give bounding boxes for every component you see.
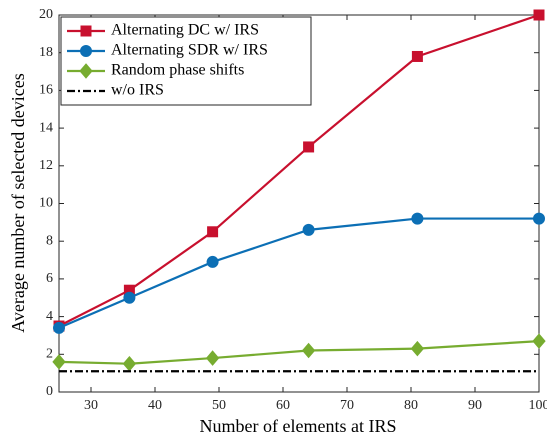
x-axis-title: Number of elements at IRS xyxy=(200,416,397,436)
legend-text: w/o IRS xyxy=(111,82,164,99)
series-line xyxy=(58,217,539,329)
y-tick-label: 12 xyxy=(39,158,53,173)
marker xyxy=(205,350,220,366)
marker xyxy=(411,50,423,62)
x-tick-label: 60 xyxy=(276,398,290,413)
x-tick-label: 50 xyxy=(212,398,226,413)
marker xyxy=(410,340,425,357)
x-tick-label: 80 xyxy=(404,398,418,413)
series-line xyxy=(58,13,540,328)
marker xyxy=(532,333,546,349)
x-tick-label: 100 xyxy=(529,398,547,413)
y-tick-label: 10 xyxy=(39,196,53,211)
marker xyxy=(206,255,219,268)
y-tick-label: 20 xyxy=(39,7,53,22)
marker xyxy=(533,212,545,225)
series-line xyxy=(58,340,540,365)
y-axis-title: Average number of selected devices xyxy=(8,73,28,333)
marker xyxy=(79,63,93,79)
marker xyxy=(301,342,316,359)
y-tick-label: 0 xyxy=(46,384,53,399)
marker xyxy=(53,321,65,334)
marker xyxy=(80,45,92,57)
legend-text: Random phase shifts xyxy=(111,62,244,79)
x-tick-label: 40 xyxy=(148,398,162,413)
legend-text: Alternating SDR w/ IRS xyxy=(111,42,268,59)
marker xyxy=(411,212,424,225)
marker xyxy=(80,25,92,37)
x-tick-label: 30 xyxy=(84,398,98,413)
marker xyxy=(52,354,66,370)
y-tick-label: 14 xyxy=(39,120,53,135)
marker xyxy=(123,291,136,304)
x-tick-label: 90 xyxy=(468,398,482,413)
legend-text: Alternating DC w/ IRS xyxy=(111,22,259,39)
y-tick-label: 18 xyxy=(39,45,53,60)
marker xyxy=(303,141,315,153)
y-tick-label: 2 xyxy=(46,347,53,362)
y-tick-label: 8 xyxy=(46,233,53,248)
legend: Alternating DC w/ IRS Alternating SDR w/ … xyxy=(60,16,312,106)
y-tick-label: 4 xyxy=(46,309,53,324)
x-tick-label: 70 xyxy=(340,398,354,413)
marker xyxy=(207,226,219,238)
marker xyxy=(533,9,545,21)
marker xyxy=(302,223,315,236)
y-tick-label: 6 xyxy=(46,271,53,286)
y-tick-label: 16 xyxy=(39,83,53,98)
